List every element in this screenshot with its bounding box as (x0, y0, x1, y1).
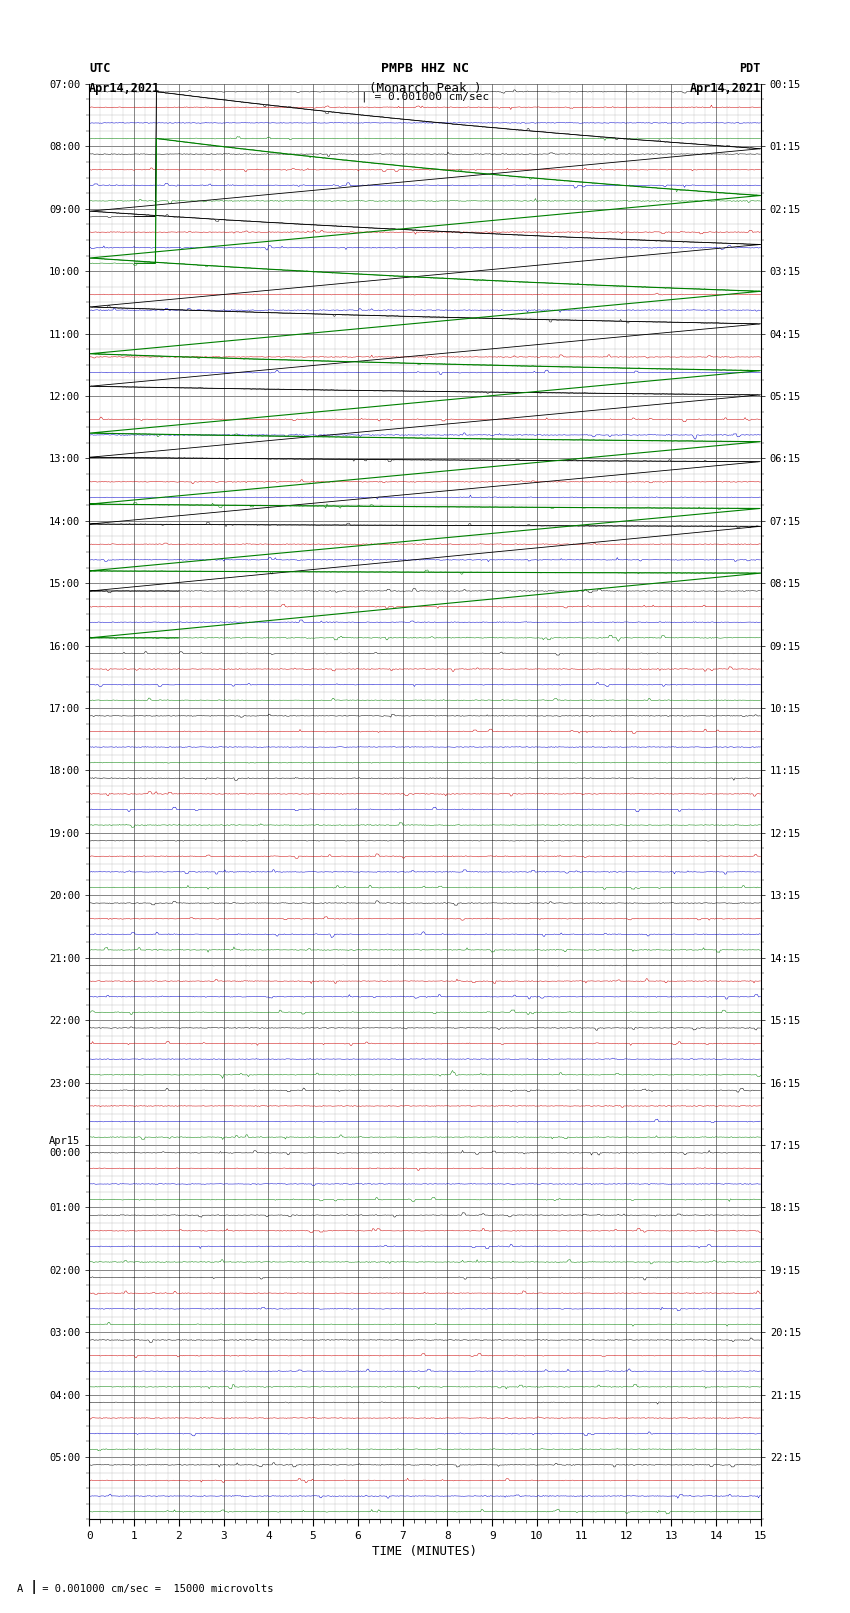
X-axis label: TIME (MINUTES): TIME (MINUTES) (372, 1545, 478, 1558)
Text: (Monarch Peak ): (Monarch Peak ) (369, 82, 481, 95)
Text: A: A (17, 1584, 23, 1594)
Text: UTC: UTC (89, 61, 110, 76)
Text: = 0.001000 cm/sec =  15000 microvolts: = 0.001000 cm/sec = 15000 microvolts (36, 1584, 273, 1594)
Text: Apr14,2021: Apr14,2021 (89, 82, 161, 95)
Text: |: | (30, 1579, 38, 1594)
Text: Apr14,2021: Apr14,2021 (689, 82, 761, 95)
Text: PDT: PDT (740, 61, 761, 76)
Text: PMPB HHZ NC: PMPB HHZ NC (381, 61, 469, 76)
Text: | = 0.001000 cm/sec: | = 0.001000 cm/sec (361, 90, 489, 102)
